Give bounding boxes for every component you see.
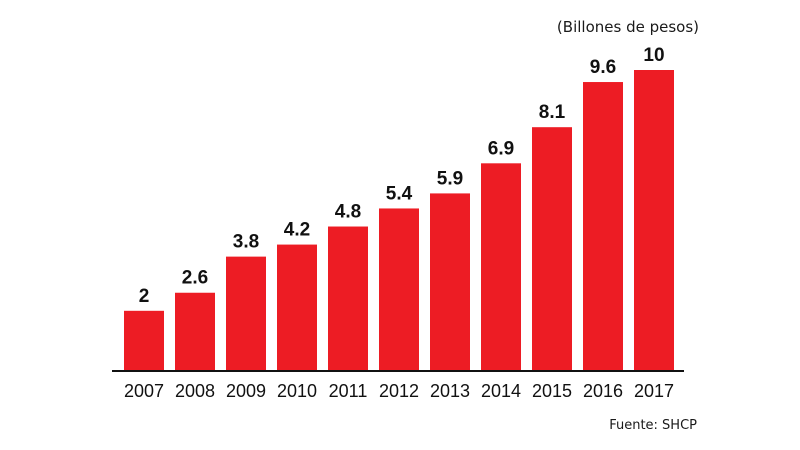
bar-2009 [226,256,266,371]
value-label-2015: 8.1 [539,102,566,123]
value-label-2017: 10 [643,45,664,66]
x-tick-label-2012: 2012 [379,381,419,401]
source-label: Fuente: SHCP [609,418,697,433]
value-label-2007: 2 [139,286,150,307]
bar-2017 [634,70,674,371]
x-tick-label-2011: 2011 [329,381,368,401]
unit-label: (Billones de pesos) [557,18,699,36]
x-tick-label-2017: 2017 [634,381,674,401]
x-tick-label-2010: 2010 [277,381,317,401]
value-label-2012: 5.4 [386,183,413,204]
x-tick-label-2015: 2015 [532,381,572,401]
bar-2010 [277,244,317,371]
value-label-2016: 9.6 [590,57,616,78]
bar-2008 [175,292,215,371]
bars-group [124,70,674,371]
x-tick-label-2016: 2016 [583,381,623,401]
value-label-2011: 4.8 [335,202,361,223]
bar-2011 [328,226,368,371]
bar-2015 [532,127,572,371]
x-tick-label-2007: 2007 [124,381,164,401]
value-label-2014: 6.9 [488,138,514,159]
x-tick-labels-group: 2007 2008 2009 2010 2011 2012 2013 2014 2015 2016… [124,381,674,401]
bar-2012 [379,208,419,371]
bar-2016 [583,82,623,371]
value-label-2013: 5.9 [437,168,463,189]
bar-2007 [124,310,164,371]
bar-2014 [481,163,521,371]
x-tick-label-2014: 2014 [481,381,521,401]
x-tick-label-2013: 2013 [430,381,470,401]
value-labels-group: 2 2.6 3.8 4.2 4.8 5.4 5.9 6.9 8.1 9.6 10 [139,45,665,307]
x-tick-label-2008: 2008 [175,381,215,401]
value-label-2009: 3.8 [233,232,259,253]
bar-2013 [430,193,470,371]
x-tick-label-2009: 2009 [226,381,266,401]
value-label-2008: 2.6 [182,268,208,289]
value-label-2010: 4.2 [284,220,310,241]
